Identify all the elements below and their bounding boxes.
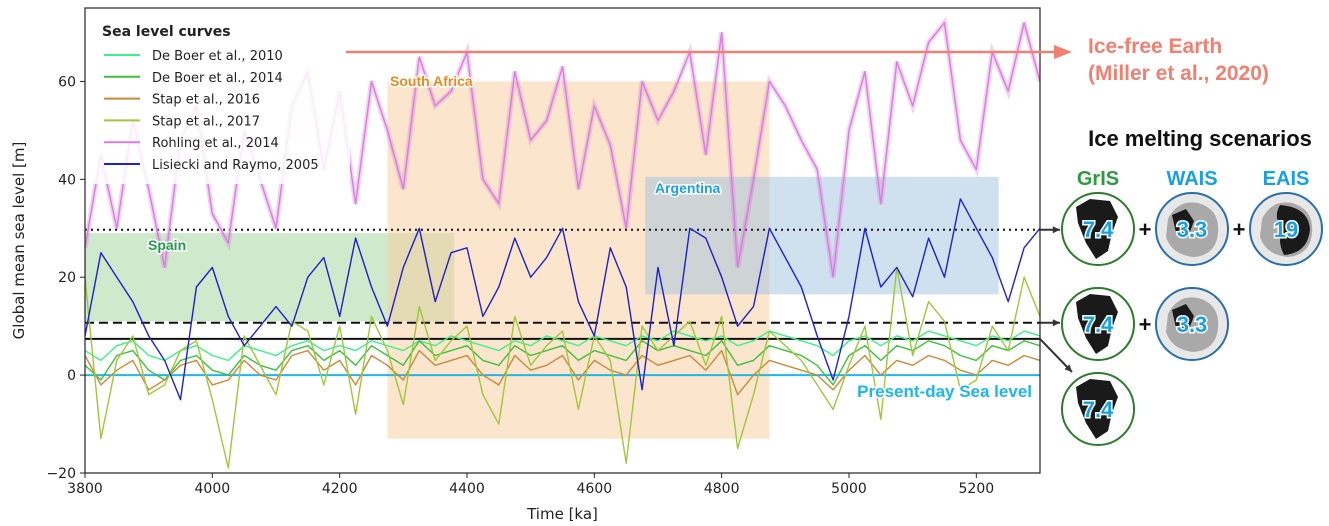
legend-box <box>92 12 350 184</box>
series-stap-et-al-2016 <box>85 349 1040 396</box>
series-lisiecki-and-raymo-2005 <box>85 198 1040 401</box>
y-tick-label: −20 <box>46 466 76 482</box>
arrow-row-1-head <box>1052 226 1060 234</box>
plus-sign: + <box>1139 312 1152 337</box>
plus-sign: + <box>1233 217 1246 242</box>
ice-free-citation: (Miller et al., 2020) <box>1088 62 1269 85</box>
region-labels: Spain South Africa Argentina <box>147 72 723 255</box>
arrow-row-3-head <box>1064 364 1072 372</box>
legend-label: Stap et al., 2016 <box>152 93 260 108</box>
ice-sheet-value: 19 <box>1274 217 1298 242</box>
scenario-header-gris: GrIS <box>1077 168 1119 190</box>
y-tick-label: 20 <box>58 270 76 286</box>
scenario-header-wais: WAIS <box>1166 168 1217 190</box>
legend-label: De Boer et al., 2010 <box>152 49 283 64</box>
ice-melting-scenarios: Ice melting scenarios GrIS WAIS EAIS 7.4 3.3 +… <box>1061 126 1323 446</box>
ice-sheet-value: 7.4 <box>1083 217 1114 242</box>
x-tick-label: 4200 <box>322 481 358 497</box>
legend: Sea level curves De Boer et al., 2010 De B… <box>92 12 350 184</box>
legend-title: Sea level curves <box>102 24 231 40</box>
y-tick-label: 40 <box>58 172 76 188</box>
region-label-argentina: Argentina <box>655 180 721 196</box>
arrow-row-3 <box>1039 338 1073 373</box>
ice-sheet-value: 7.4 <box>1083 312 1114 337</box>
x-tick-label: 3800 <box>67 481 103 497</box>
ice-sheet-gris-icon: 7.4 <box>1061 287 1135 361</box>
ice-free-arrowhead <box>1054 45 1072 60</box>
present-day-label: Present-day Sea level <box>857 382 1032 401</box>
x-tick-label: 5200 <box>959 481 995 497</box>
ice-sheet-gris-icon: 7.4 <box>1061 192 1135 266</box>
ice-sheet-wais-icon: 3.3 <box>1155 287 1229 361</box>
ice-sheet-gris-icon: 7.4 <box>1061 372 1135 446</box>
legend-label: De Boer et al., 2014 <box>152 71 283 86</box>
x-tick-label: 4000 <box>195 481 231 497</box>
plus-sign: + <box>1139 217 1152 242</box>
ice-free-title: Ice-free Earth <box>1088 35 1222 58</box>
arrow-row-2-head <box>1052 319 1060 327</box>
x-tick-label: 4400 <box>449 481 485 497</box>
y-tick-label: 0 <box>67 368 76 384</box>
ice-sheet-value: 3.3 <box>1177 217 1208 242</box>
scenarios-title: Ice melting scenarios <box>1088 126 1312 151</box>
series-de-boer-et-al-2014 <box>85 340 1040 386</box>
highlight-regions <box>85 81 999 439</box>
x-axis-ticks: 3800 4000 4200 4400 4600 4800 5000 5200 <box>67 473 994 497</box>
series-stap-et-al-2017 <box>85 266 1040 469</box>
x-tick-label: 4800 <box>704 481 740 497</box>
region-argentina <box>645 176 999 295</box>
legend-label: Stap et al., 2017 <box>152 114 260 129</box>
region-label-spain: Spain <box>148 237 186 253</box>
y-tick-label: 60 <box>58 74 76 90</box>
ice-sheet-wais-icon: 3.3 <box>1155 192 1229 266</box>
legend-label: Rohling et al., 2014 <box>152 136 279 151</box>
scenario-header-eais: EAIS <box>1263 168 1310 190</box>
y-axis-label: Global mean sea level [m] <box>10 142 28 340</box>
annotations: Ice-free Earth (Miller et al., 2020) Prese… <box>346 35 1269 403</box>
ice-sheet-eais-icon: 19 <box>1249 192 1323 266</box>
x-axis-label: Time [ka] <box>526 505 598 523</box>
plot-frame <box>84 7 1041 474</box>
region-label-south-africa: South Africa <box>390 73 473 89</box>
x-tick-label: 5000 <box>831 481 867 497</box>
data-series <box>85 16 1040 469</box>
ice-sheet-value: 3.3 <box>1177 312 1208 337</box>
ice-sheet-value: 7.4 <box>1083 397 1114 422</box>
y-axis-ticks: −20 0 20 40 60 <box>46 74 85 482</box>
legend-label: Lisiecki and Raymo, 2005 <box>152 158 319 173</box>
x-tick-label: 4600 <box>577 481 613 497</box>
